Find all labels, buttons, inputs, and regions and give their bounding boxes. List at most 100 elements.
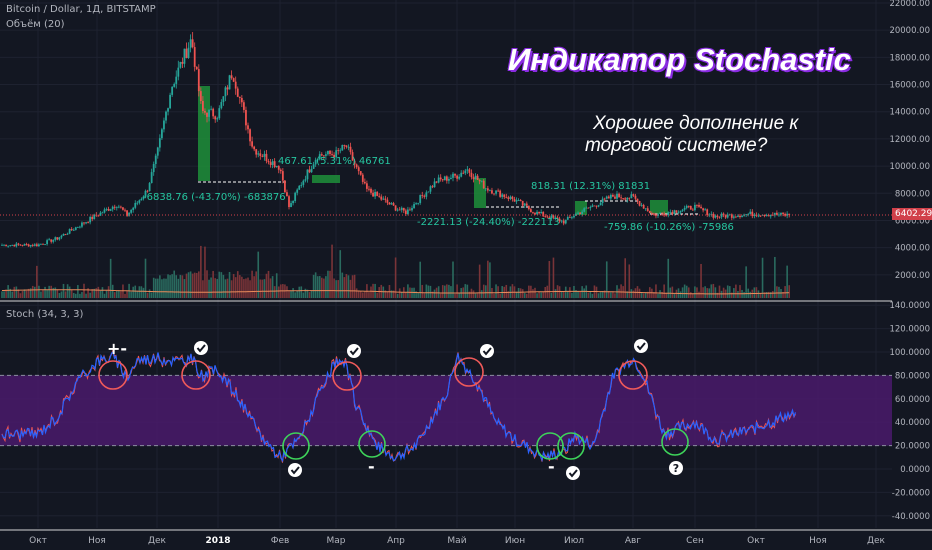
- volume-bar: [480, 290, 483, 298]
- volume-bar: [187, 272, 190, 298]
- candle: [214, 115, 217, 123]
- volume-bar: [626, 291, 629, 298]
- volume-bar: [173, 270, 175, 298]
- candle: [218, 105, 221, 120]
- volume-bar: [731, 292, 733, 298]
- range-annotation-1: -6838.76 (-43.70%) -683876: [143, 192, 286, 203]
- candle: [97, 214, 100, 217]
- volume-bar: [778, 286, 780, 298]
- candle: [263, 150, 266, 161]
- checkmark-icon: [194, 341, 208, 355]
- volume-bar: [343, 277, 346, 298]
- candle: [620, 194, 622, 201]
- candle: [583, 207, 586, 213]
- candle: [458, 173, 461, 181]
- volume-bar: [64, 291, 67, 298]
- candle: [786, 211, 789, 219]
- candle: [452, 171, 454, 182]
- candle: [181, 57, 184, 68]
- candle: [460, 170, 463, 178]
- checkmark-icon: [288, 463, 302, 477]
- candle: [532, 211, 534, 215]
- volume-bar: [495, 284, 497, 298]
- volume-bar: [591, 293, 594, 298]
- volume-bar: [253, 276, 255, 298]
- volume-bar: [521, 289, 524, 298]
- volume-bar: [694, 286, 696, 298]
- candle: [636, 198, 639, 204]
- volume-bar: [767, 291, 770, 298]
- volume-bar: [681, 287, 684, 298]
- volume-bar: [450, 286, 452, 298]
- candle: [273, 158, 276, 169]
- candle: [177, 60, 180, 81]
- volume-bar: [560, 291, 563, 298]
- volume-bar: [448, 284, 450, 298]
- candle: [124, 208, 126, 213]
- volume-bar: [58, 292, 61, 298]
- volume-bar: [421, 284, 424, 298]
- question-badge: ?: [669, 461, 683, 475]
- volume-bar: [583, 288, 585, 298]
- volume-bar: [774, 256, 776, 298]
- volume-bar: [353, 274, 356, 298]
- candle: [653, 212, 655, 216]
- candle: [454, 173, 456, 178]
- candle: [7, 245, 10, 248]
- candle: [113, 204, 116, 210]
- volume-bar: [368, 292, 370, 298]
- candle: [286, 189, 288, 197]
- volume-bar: [714, 287, 717, 298]
- candle: [363, 178, 366, 185]
- volume-bar: [245, 278, 247, 298]
- candle: [591, 203, 594, 208]
- range-annotation-5: -759.86 (-10.26%) -75986: [604, 222, 734, 233]
- candle: [13, 244, 16, 247]
- candle: [718, 216, 721, 219]
- candle: [93, 213, 96, 220]
- candle: [60, 234, 63, 240]
- candle: [407, 206, 409, 216]
- candle: [427, 191, 430, 193]
- volume-bar: [99, 290, 102, 298]
- volume-bar: [532, 289, 534, 298]
- candle: [175, 70, 178, 89]
- candle: [120, 205, 122, 209]
- candle: [288, 194, 290, 210]
- volume-bar: [198, 271, 200, 298]
- candle: [589, 205, 592, 211]
- candle: [245, 106, 247, 131]
- time-axis-bg: [0, 530, 932, 550]
- volume-bar: [257, 251, 260, 298]
- stoch-lines: [1, 348, 797, 463]
- candle: [111, 205, 114, 212]
- volume-bar: [265, 273, 268, 298]
- candle: [675, 210, 678, 214]
- volume-bar: [144, 258, 147, 298]
- volume-bar: [378, 287, 380, 298]
- candle: [372, 189, 374, 197]
- volume-bar: [159, 275, 161, 298]
- volume-bar: [382, 286, 385, 298]
- volume-bar: [335, 280, 337, 298]
- volume-bar: [359, 291, 362, 298]
- volume-bar: [154, 278, 157, 298]
- volume-bar: [571, 292, 573, 298]
- volume-bar: [439, 293, 442, 298]
- candle: [298, 184, 301, 191]
- volume-bar: [722, 287, 725, 298]
- candle: [238, 96, 241, 104]
- candle: [228, 74, 231, 90]
- candle: [68, 228, 71, 235]
- candle: [275, 165, 278, 168]
- candle: [76, 226, 79, 228]
- candle: [741, 214, 743, 218]
- candle: [616, 190, 618, 200]
- candle: [671, 209, 674, 215]
- stoch-k-line: [1, 350, 797, 463]
- candle: [413, 201, 415, 209]
- candle: [765, 213, 768, 217]
- candle: [603, 197, 606, 202]
- volume-bar: [85, 293, 87, 298]
- time-tick-label: Авг: [625, 536, 641, 546]
